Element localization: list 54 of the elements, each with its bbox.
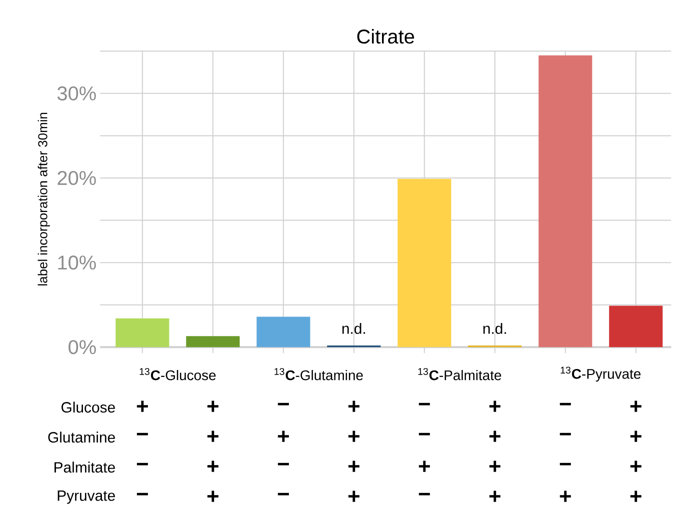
text: + bbox=[207, 400, 218, 412]
text: + bbox=[207, 490, 218, 502]
bar bbox=[609, 306, 663, 348]
text: − bbox=[418, 402, 430, 406]
y-tick-label: 20% bbox=[58, 170, 96, 186]
y-tick-label: 30% bbox=[57, 86, 96, 100]
text: Glutamine bbox=[48, 432, 115, 443]
bar bbox=[398, 178, 452, 348]
text: $^{13}$C-Glucose bbox=[140, 368, 216, 380]
text: + bbox=[136, 400, 148, 412]
bar bbox=[186, 336, 240, 348]
text: − bbox=[278, 492, 289, 496]
chart-title: Citrate bbox=[357, 29, 414, 44]
data-label: n.d. bbox=[483, 322, 506, 334]
text: + bbox=[489, 490, 500, 502]
text: + bbox=[489, 400, 500, 412]
text: − bbox=[560, 462, 571, 466]
text: Glucose bbox=[62, 402, 115, 413]
text: + bbox=[489, 460, 500, 472]
text: + bbox=[278, 430, 289, 442]
text: $^{13}$C-Pyruvate bbox=[560, 366, 641, 382]
text: − bbox=[418, 492, 430, 496]
text: − bbox=[560, 402, 571, 406]
text: − bbox=[136, 462, 148, 466]
text: Pyruvate bbox=[58, 490, 115, 504]
text: + bbox=[348, 430, 360, 442]
text: − bbox=[418, 432, 430, 436]
text: + bbox=[418, 460, 430, 472]
text: + bbox=[489, 430, 500, 442]
text: + bbox=[630, 460, 642, 472]
text: + bbox=[630, 430, 642, 442]
y-tick-label: 10% bbox=[58, 256, 96, 270]
text: − bbox=[136, 432, 148, 436]
y-tick-label: 0% bbox=[68, 340, 96, 354]
text: − bbox=[560, 432, 571, 436]
text: + bbox=[348, 460, 360, 472]
bar bbox=[256, 316, 310, 348]
data-label: n.d. bbox=[342, 322, 365, 334]
bar bbox=[538, 55, 592, 348]
text: + bbox=[630, 490, 642, 502]
text: − bbox=[136, 492, 148, 496]
text: $^{13}$C-Glutamine bbox=[274, 368, 363, 380]
text: − bbox=[278, 402, 289, 406]
y-axis-title: label incorporation after 30min bbox=[38, 112, 50, 286]
text: − bbox=[278, 462, 289, 466]
text: + bbox=[630, 400, 642, 412]
text: $^{13}$C-Palmitate bbox=[418, 368, 502, 380]
text: + bbox=[207, 460, 218, 472]
text: + bbox=[348, 400, 360, 412]
text: + bbox=[348, 490, 360, 502]
text: Palmitate bbox=[54, 462, 115, 473]
text: + bbox=[560, 490, 571, 502]
text: + bbox=[207, 430, 218, 442]
bar bbox=[116, 318, 170, 348]
